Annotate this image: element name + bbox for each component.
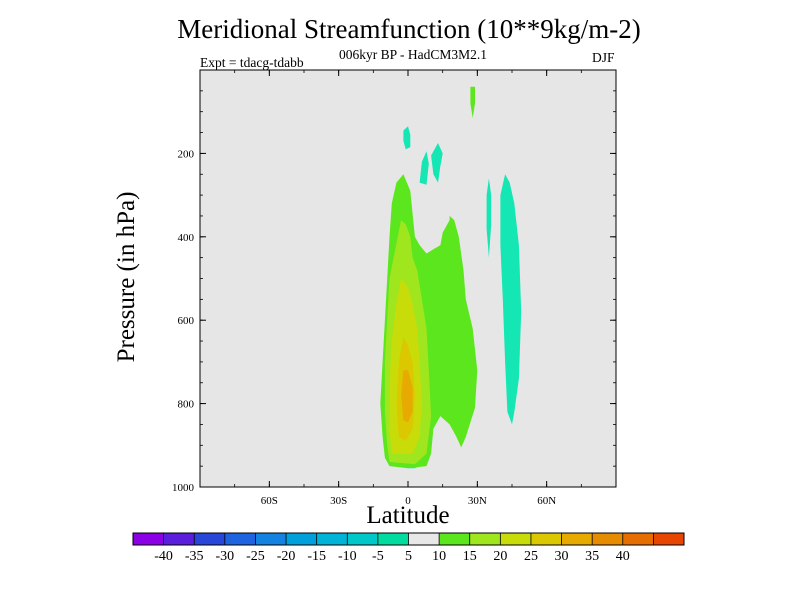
axis-ticks xyxy=(199,70,617,488)
colorbar-label: 35 xyxy=(585,549,599,564)
contour-region-9 xyxy=(419,151,429,185)
experiment-label: Expt = tdacg-tdabb xyxy=(200,55,304,70)
y-tick-label: 1000 xyxy=(172,482,195,494)
colorbar-swatch xyxy=(133,533,164,545)
colorbar-label: 20 xyxy=(493,549,507,564)
colorbar-swatch xyxy=(439,533,471,545)
x-tick-label: 60N xyxy=(537,495,556,507)
colorbar-swatch xyxy=(653,533,685,545)
colorbar-swatch xyxy=(622,533,654,545)
colorbar-label: 15 xyxy=(463,549,477,564)
colorbar-label: 25 xyxy=(524,549,538,564)
colorbar-swatch xyxy=(500,533,532,545)
y-tick-label: 200 xyxy=(178,148,195,160)
y-tick-label: 400 xyxy=(178,232,195,244)
axis-tick-labels: 60S 30S 0 30N 60N 200 400 600 800 1000 xyxy=(172,148,556,507)
colorbar-swatch xyxy=(347,533,379,545)
colorbar-swatch xyxy=(316,533,348,545)
contour-region-7 xyxy=(470,86,475,118)
colorbar-swatch xyxy=(561,533,593,545)
y-axis-label: Pressure (in hPa) xyxy=(113,191,140,363)
contour-region-11 xyxy=(486,178,492,258)
colorbar-label: -15 xyxy=(307,549,326,564)
colorbar-label: 5 xyxy=(405,549,412,564)
contour-region-12 xyxy=(500,174,522,425)
colorbar-swatch xyxy=(255,533,287,545)
y-tick-label: 600 xyxy=(178,315,195,327)
colorbar-label: -35 xyxy=(185,549,204,564)
colorbar-swatch xyxy=(377,533,409,545)
x-tick-label: 30S xyxy=(330,495,347,507)
x-tick-label: 60S xyxy=(261,495,278,507)
x-tick-label: 0 xyxy=(405,495,411,507)
colorbar-swatch xyxy=(194,533,226,545)
y-tick-label: 800 xyxy=(178,399,195,411)
colorbar-swatch xyxy=(408,533,440,545)
colorbar-label: -30 xyxy=(215,549,234,564)
contour-region-8 xyxy=(403,126,411,150)
contour-region-6 xyxy=(401,370,413,423)
colorbar-label: -20 xyxy=(277,549,296,564)
colorbar-label: -10 xyxy=(338,549,357,564)
chart-subtitle: 006kyr BP - HadCM3M2.1 xyxy=(338,47,487,62)
contour-fills xyxy=(380,86,522,469)
colorbar-swatch xyxy=(224,533,256,545)
colorbar-label: -5 xyxy=(372,549,384,564)
colorbar-label: 40 xyxy=(616,549,630,564)
season-label: DJF xyxy=(592,50,615,65)
colorbar-label: 30 xyxy=(555,549,569,564)
colorbar-label: 10 xyxy=(432,549,446,564)
colorbar-label: -25 xyxy=(246,549,265,564)
colorbar-swatch xyxy=(286,533,317,545)
colorbar-swatch xyxy=(530,533,562,545)
colorbar: -40 -35 -30 -25 -20 -15 -10 -5 5 10 15 20 25 30 35 40 xyxy=(132,532,685,564)
colorbar-swatch xyxy=(163,533,195,545)
x-tick-label: 30N xyxy=(468,495,487,507)
contour-region-10 xyxy=(431,143,443,183)
colorbar-swatch xyxy=(592,533,624,545)
colorbar-swatch xyxy=(469,533,501,545)
chart-title: Meridional Streamfunction (10**9kg/m-2) xyxy=(177,14,641,44)
x-axis-label: Latitude xyxy=(366,502,450,529)
colorbar-label: -40 xyxy=(154,549,173,564)
